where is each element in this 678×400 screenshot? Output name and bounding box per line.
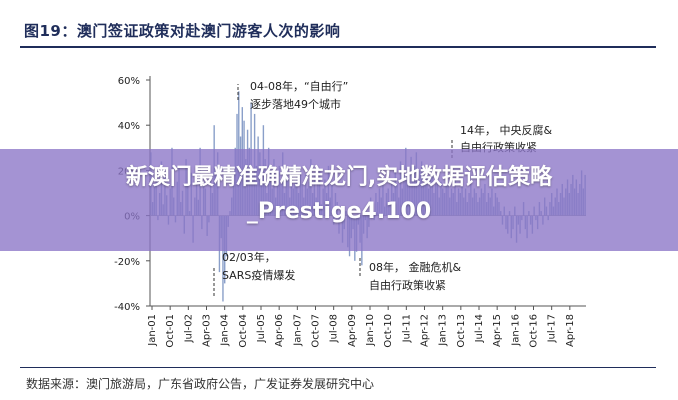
bar (222, 215, 224, 302)
x-tick-label: Oct-01 (165, 314, 176, 348)
banner-overlay (0, 149, 678, 251)
x-tick-label: Apr-03 (202, 314, 213, 347)
x-tick-label: Jan-16 (510, 314, 521, 347)
x-tick-label: Apr-18 (565, 314, 576, 347)
x-tick-label: Jan-10 (365, 314, 376, 347)
x-tick-label: Apr-06 (274, 314, 285, 347)
ticks: 60%40%20%0%-20%-40%Jan-01Oct-01Jul-02Apr… (114, 76, 576, 348)
y-tick-label: -40% (114, 302, 140, 313)
annotation-line-1: 14年， 中央反腐& (460, 123, 552, 137)
x-tick-label: Oct-10 (383, 314, 394, 348)
x-tick-label: Jul-11 (401, 314, 412, 343)
x-tick-label: Oct-07 (311, 314, 322, 348)
x-tick-label: Jul-14 (474, 314, 485, 343)
annotation-line-2: 自由行政策收紧 (369, 278, 446, 292)
annotation-line-1: 04-08年，“自由行” (250, 79, 348, 93)
banner-text: 新澳门最精准确精准龙门,实地数据评估策略 _Prestige4.100 (0, 161, 678, 229)
annotation-line-1: 08年， 金融危机& (369, 260, 461, 274)
banner-line-2: _Prestige4.100 (246, 199, 432, 224)
x-tick-label: Jan-13 (438, 314, 449, 347)
x-tick-label: Apr-12 (420, 314, 431, 347)
y-tick-label: -20% (114, 257, 140, 268)
x-tick-label: Oct-04 (238, 314, 249, 348)
x-tick-label: Apr-15 (492, 314, 503, 347)
y-tick-label: 60% (118, 76, 140, 87)
chart-title: 图19：澳门签证政策对赴澳门游客人次的影响 (24, 22, 341, 40)
y-tick-label: 40% (118, 121, 140, 132)
x-tick-label: Oct-16 (529, 314, 540, 348)
annotation-line-2: SARS疫情爆发 (222, 268, 295, 282)
annotation-line-2: 逐步落地49个城市 (250, 97, 341, 111)
x-tick-label: Jul-02 (183, 314, 194, 343)
x-tick-label: Jan-01 (147, 314, 158, 347)
x-tick-label: Apr-09 (347, 314, 358, 347)
annotation-line-1: 02/03年， (222, 250, 276, 264)
x-tick-label: Jul-17 (547, 314, 558, 343)
x-tick-label: Jul-08 (329, 314, 340, 343)
source-note: 数据来源：澳门旅游局，广东省政府公告，广发证券发展研究中心 (26, 377, 375, 391)
title-rule (20, 46, 656, 48)
banner-line-1: 新澳门最精准确精准龙门,实地数据评估策略 (125, 165, 553, 190)
x-tick-label: Oct-13 (456, 314, 467, 348)
x-tick-label: Jul-05 (256, 314, 267, 343)
annotations: 04-08年，“自由行” 逐步落地49个城市 14年， 中央反腐&自由行政策收紧 02… (213, 79, 552, 296)
x-tick-label: Jan-04 (220, 314, 231, 347)
x-tick-label: Jan-07 (292, 314, 303, 347)
source-rule (20, 367, 656, 368)
